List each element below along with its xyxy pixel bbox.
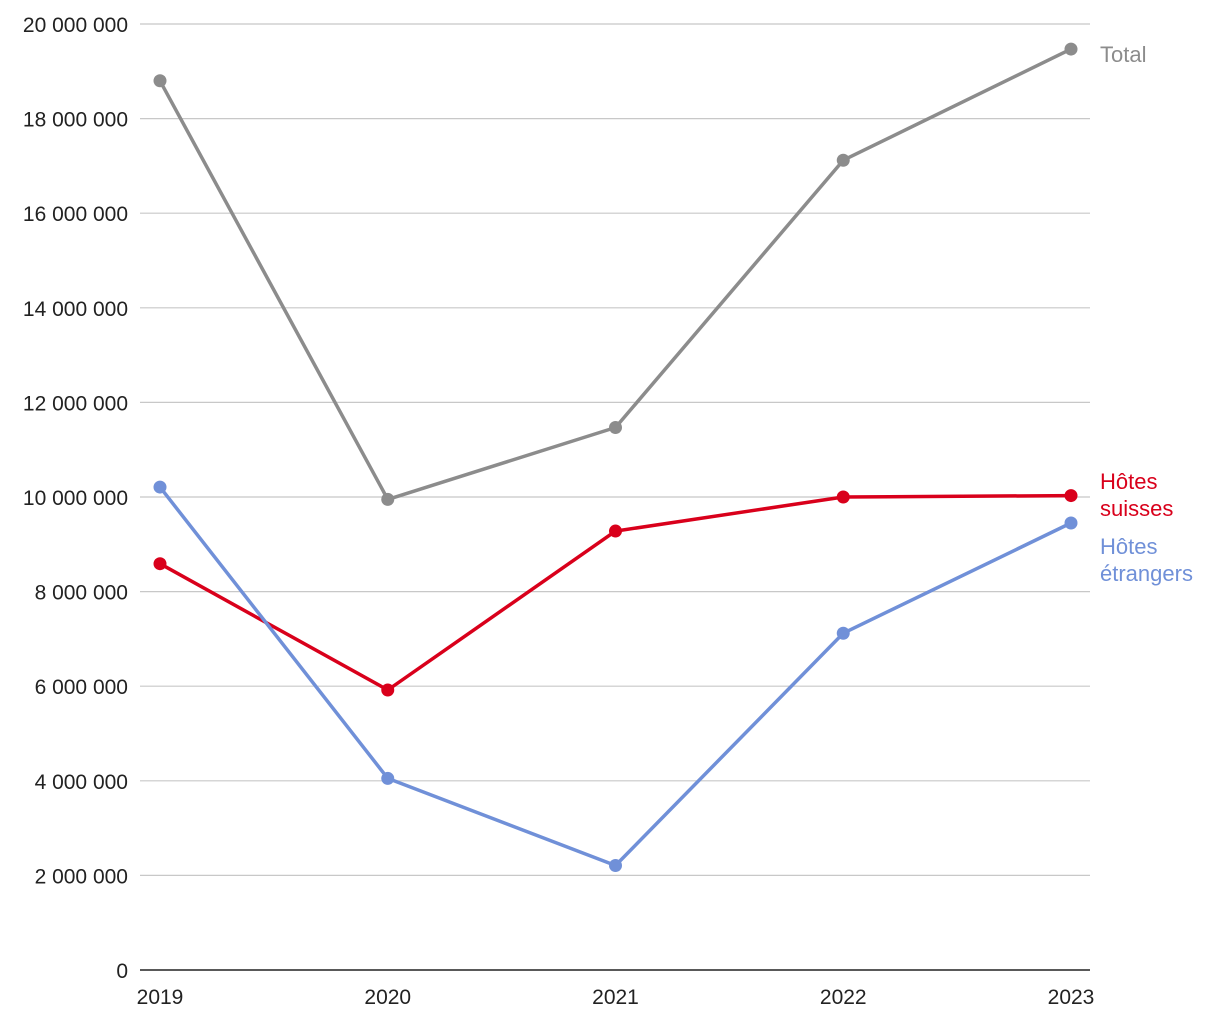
y-tick-label: 0 (116, 960, 128, 983)
series-label: Hôtes (1100, 469, 1157, 494)
series-label: Hôtes (1100, 534, 1157, 559)
y-tick-label: 16 000 000 (23, 203, 128, 226)
data-point (381, 492, 395, 506)
x-tick-label: 2022 (820, 986, 867, 1009)
y-axis-tick-labels: 0 2 000 000 4 000 000 6 000 000 8 000 000 10 … (23, 14, 128, 983)
data-point (381, 771, 395, 785)
data-point (1064, 42, 1078, 56)
x-tick-label: 2020 (364, 986, 411, 1009)
data-point (381, 683, 395, 697)
y-tick-label: 8 000 000 (35, 582, 128, 605)
y-tick-label: 6 000 000 (35, 676, 128, 699)
data-point (1064, 489, 1078, 503)
y-tick-label: 10 000 000 (23, 487, 128, 510)
y-tick-label: 12 000 000 (23, 392, 128, 415)
series-label: étrangers (1100, 561, 1193, 586)
series-label: suisses (1100, 496, 1173, 521)
data-point (609, 420, 622, 434)
x-tick-label: 2019 (137, 986, 184, 1009)
series-points (153, 42, 1078, 872)
y-tick-label: 20 000 000 (23, 14, 128, 37)
series-lines (158, 47, 1072, 868)
data-point (153, 74, 167, 88)
data-point (836, 626, 850, 640)
y-tick-label: 2 000 000 (35, 865, 128, 888)
data-point (609, 524, 622, 538)
data-point (153, 480, 167, 494)
data-point (836, 490, 850, 504)
x-tick-label: 2023 (1048, 986, 1095, 1009)
x-tick-label: 2021 (592, 986, 639, 1009)
data-point (1064, 516, 1078, 530)
y-tick-label: 4 000 000 (35, 771, 128, 794)
y-tick-label: 14 000 000 (23, 298, 128, 321)
series-line (158, 486, 1072, 868)
data-point (836, 153, 850, 167)
series-label: Total (1100, 42, 1146, 67)
x-axis-tick-labels: 2019 2020 2021 2022 2023 (137, 986, 1095, 1009)
gridlines (140, 23, 1090, 877)
data-point (609, 858, 622, 872)
y-tick-label: 18 000 000 (23, 109, 128, 132)
data-point (153, 557, 167, 571)
